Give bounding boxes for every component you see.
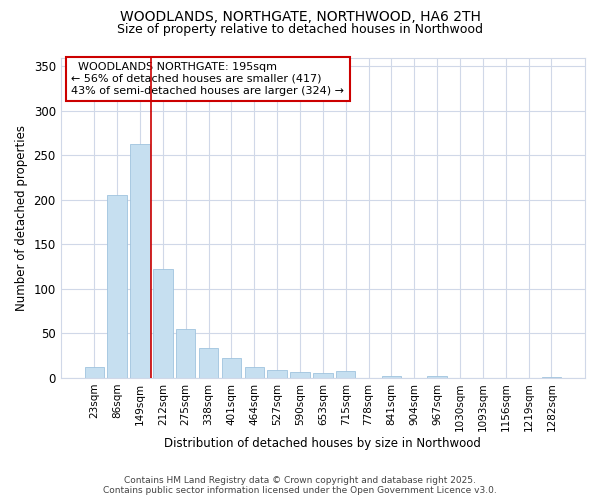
Bar: [199, 348, 218, 378]
Bar: [85, 367, 104, 378]
Text: Contains HM Land Registry data © Crown copyright and database right 2025.
Contai: Contains HM Land Registry data © Crown c…: [103, 476, 497, 495]
Bar: [221, 358, 241, 378]
Bar: [245, 367, 264, 378]
Bar: [542, 377, 561, 378]
Bar: [107, 196, 127, 378]
Bar: [176, 329, 196, 378]
Bar: [313, 374, 332, 378]
Bar: [153, 270, 173, 378]
Text: WOODLANDS, NORTHGATE, NORTHWOOD, HA6 2TH: WOODLANDS, NORTHGATE, NORTHWOOD, HA6 2TH: [119, 10, 481, 24]
Text: Size of property relative to detached houses in Northwood: Size of property relative to detached ho…: [117, 22, 483, 36]
Bar: [268, 370, 287, 378]
Text: WOODLANDS NORTHGATE: 195sqm  
← 56% of detached houses are smaller (417)
43% of : WOODLANDS NORTHGATE: 195sqm ← 56% of det…: [71, 62, 344, 96]
X-axis label: Distribution of detached houses by size in Northwood: Distribution of detached houses by size …: [164, 437, 481, 450]
Bar: [427, 376, 447, 378]
Bar: [336, 370, 355, 378]
Y-axis label: Number of detached properties: Number of detached properties: [15, 124, 28, 310]
Bar: [130, 144, 149, 378]
Bar: [382, 376, 401, 378]
Bar: [290, 372, 310, 378]
